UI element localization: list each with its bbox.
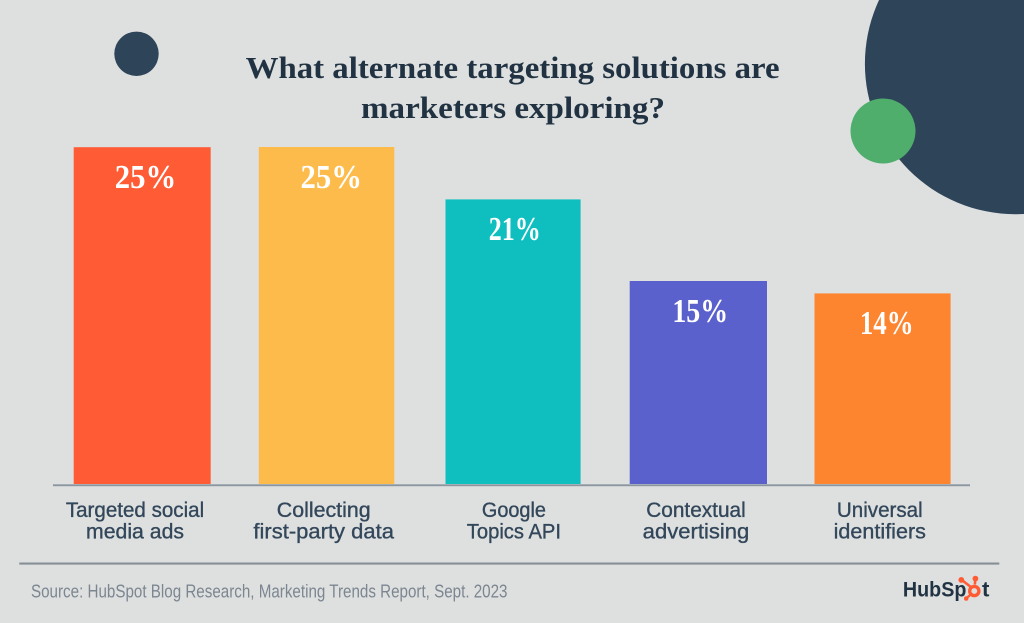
svg-text:Google: Google bbox=[482, 499, 546, 522]
svg-text:advertising: advertising bbox=[643, 521, 750, 544]
svg-text:Universal: Universal bbox=[837, 499, 923, 522]
svg-text:HubSp: HubSp bbox=[903, 577, 967, 601]
svg-text:14%: 14% bbox=[860, 305, 914, 342]
svg-text:Contextual: Contextual bbox=[646, 499, 746, 522]
svg-text:identifiers: identifiers bbox=[834, 521, 926, 544]
svg-text:Source: HubSpot Blog Research,: Source: HubSpot Blog Research, Marketing… bbox=[31, 582, 508, 602]
svg-text:first-party data: first-party data bbox=[253, 521, 394, 544]
svg-text:25%: 25% bbox=[115, 159, 177, 196]
svg-text:Collecting: Collecting bbox=[277, 499, 371, 522]
svg-text:25%: 25% bbox=[300, 159, 362, 196]
svg-text:21%: 21% bbox=[489, 211, 541, 248]
svg-text:15%: 15% bbox=[672, 293, 728, 330]
svg-text:Targeted social: Targeted social bbox=[66, 499, 204, 522]
svg-text:Topics API: Topics API bbox=[467, 521, 561, 544]
svg-text:t: t bbox=[982, 577, 989, 601]
svg-text:marketers exploring?: marketers exploring? bbox=[361, 90, 665, 125]
svg-text:What alternate targeting solut: What alternate targeting solutions are bbox=[246, 50, 780, 85]
svg-text:media ads: media ads bbox=[86, 521, 184, 544]
